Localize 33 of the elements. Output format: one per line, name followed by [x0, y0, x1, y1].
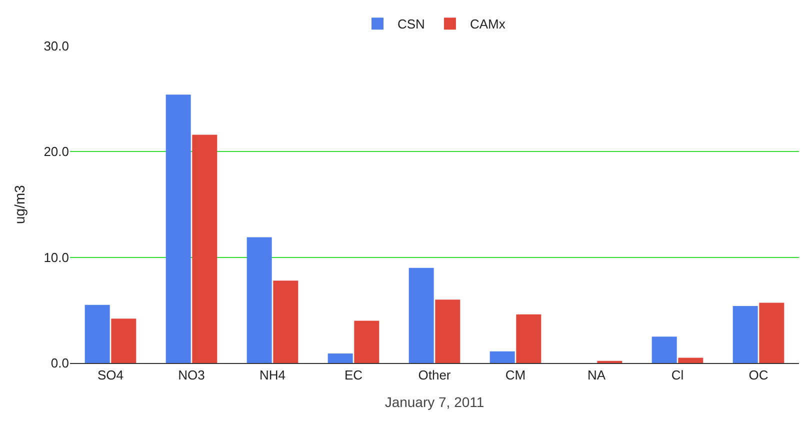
x-tick-label: NH4 — [259, 368, 286, 383]
x-tick-label: SO4 — [97, 368, 124, 383]
y-tick-label: 20.0 — [44, 144, 69, 160]
bar — [354, 320, 380, 363]
bar — [516, 314, 542, 363]
x-tick-label: NA — [587, 368, 606, 383]
y-axis-title: ug/m3 — [11, 184, 28, 224]
bar — [273, 280, 298, 363]
bar — [328, 353, 353, 363]
bar — [408, 268, 434, 363]
x-tick-label: Cl — [671, 368, 684, 383]
x-tick-label: CM — [505, 368, 526, 383]
bar — [652, 336, 677, 363]
x-axis-title: January 7, 2011 — [384, 394, 484, 410]
x-tick-label: OC — [748, 368, 768, 383]
bar — [246, 237, 272, 363]
bar — [84, 304, 110, 363]
bar — [732, 306, 758, 363]
legend-label: CAMx — [470, 16, 506, 32]
x-tick-label: Other — [418, 368, 452, 383]
bar — [490, 351, 515, 363]
y-tick-label: 10.0 — [44, 250, 69, 265]
bar — [759, 302, 784, 363]
bar — [435, 300, 460, 363]
bar — [166, 94, 191, 363]
y-tick-label: 0.0 — [50, 356, 69, 371]
bar — [111, 318, 136, 363]
legend-label: CSN — [398, 16, 425, 32]
x-tick-label: EC — [344, 368, 363, 383]
bar — [678, 358, 704, 363]
bar — [192, 134, 218, 363]
x-tick-label: NO3 — [178, 368, 205, 383]
y-tick-label: 30.0 — [44, 38, 69, 54]
